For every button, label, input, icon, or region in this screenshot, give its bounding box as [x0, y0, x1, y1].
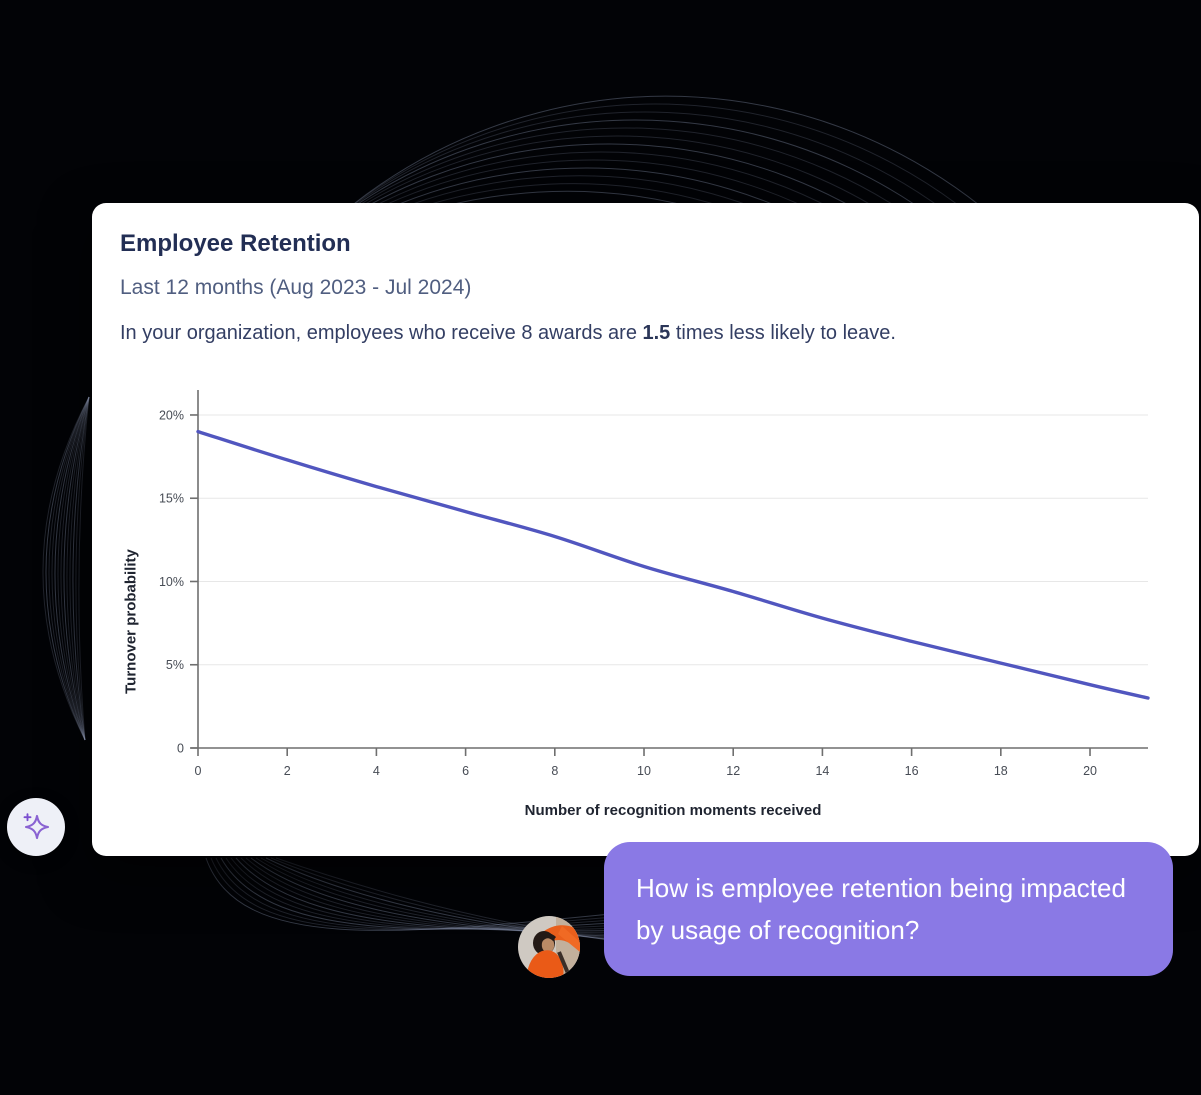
svg-text:10%: 10%: [159, 575, 184, 589]
user-avatar: [518, 916, 580, 978]
svg-text:14: 14: [815, 764, 829, 778]
insight-text-prefix: In your organization, employees who rece…: [120, 322, 643, 344]
sparkle-icon: [23, 813, 50, 840]
page-title: Employee Retention: [120, 230, 351, 257]
insight-text-bold-value: 1.5: [642, 322, 671, 344]
svg-text:20%: 20%: [159, 408, 184, 422]
svg-text:0: 0: [177, 742, 184, 756]
user-avatar-image: [518, 916, 580, 978]
svg-text:18: 18: [994, 764, 1008, 778]
svg-text:0: 0: [195, 764, 202, 778]
svg-text:10: 10: [637, 764, 651, 778]
svg-text:2: 2: [284, 764, 291, 778]
chart-x-axis-label: Number of recognition moments received: [524, 802, 822, 819]
svg-text:15%: 15%: [159, 492, 184, 506]
insight-text: In your organization, employees who rece…: [120, 322, 896, 345]
user-chat-message: How is employee retention being impacted…: [604, 842, 1173, 976]
svg-text:12: 12: [726, 764, 740, 778]
svg-text:20: 20: [1083, 764, 1097, 778]
turnover-line-chart: 0 5% 10% 15% 20% 0 2 4 6 8 10 12 14 16 18 20: [159, 390, 1150, 778]
date-range-subtitle: Last 12 months (Aug 2023 - Jul 2024): [120, 276, 472, 299]
svg-text:6: 6: [462, 764, 469, 778]
svg-text:8: 8: [551, 764, 558, 778]
svg-text:4: 4: [373, 764, 380, 778]
ai-assistant-button[interactable]: [7, 798, 65, 856]
insight-text-suffix: times less likely to leave.: [670, 322, 896, 344]
employee-retention-card: Employee Retention Last 12 months (Aug 2…: [92, 203, 1199, 856]
svg-text:5%: 5%: [166, 658, 184, 672]
svg-text:16: 16: [905, 764, 919, 778]
